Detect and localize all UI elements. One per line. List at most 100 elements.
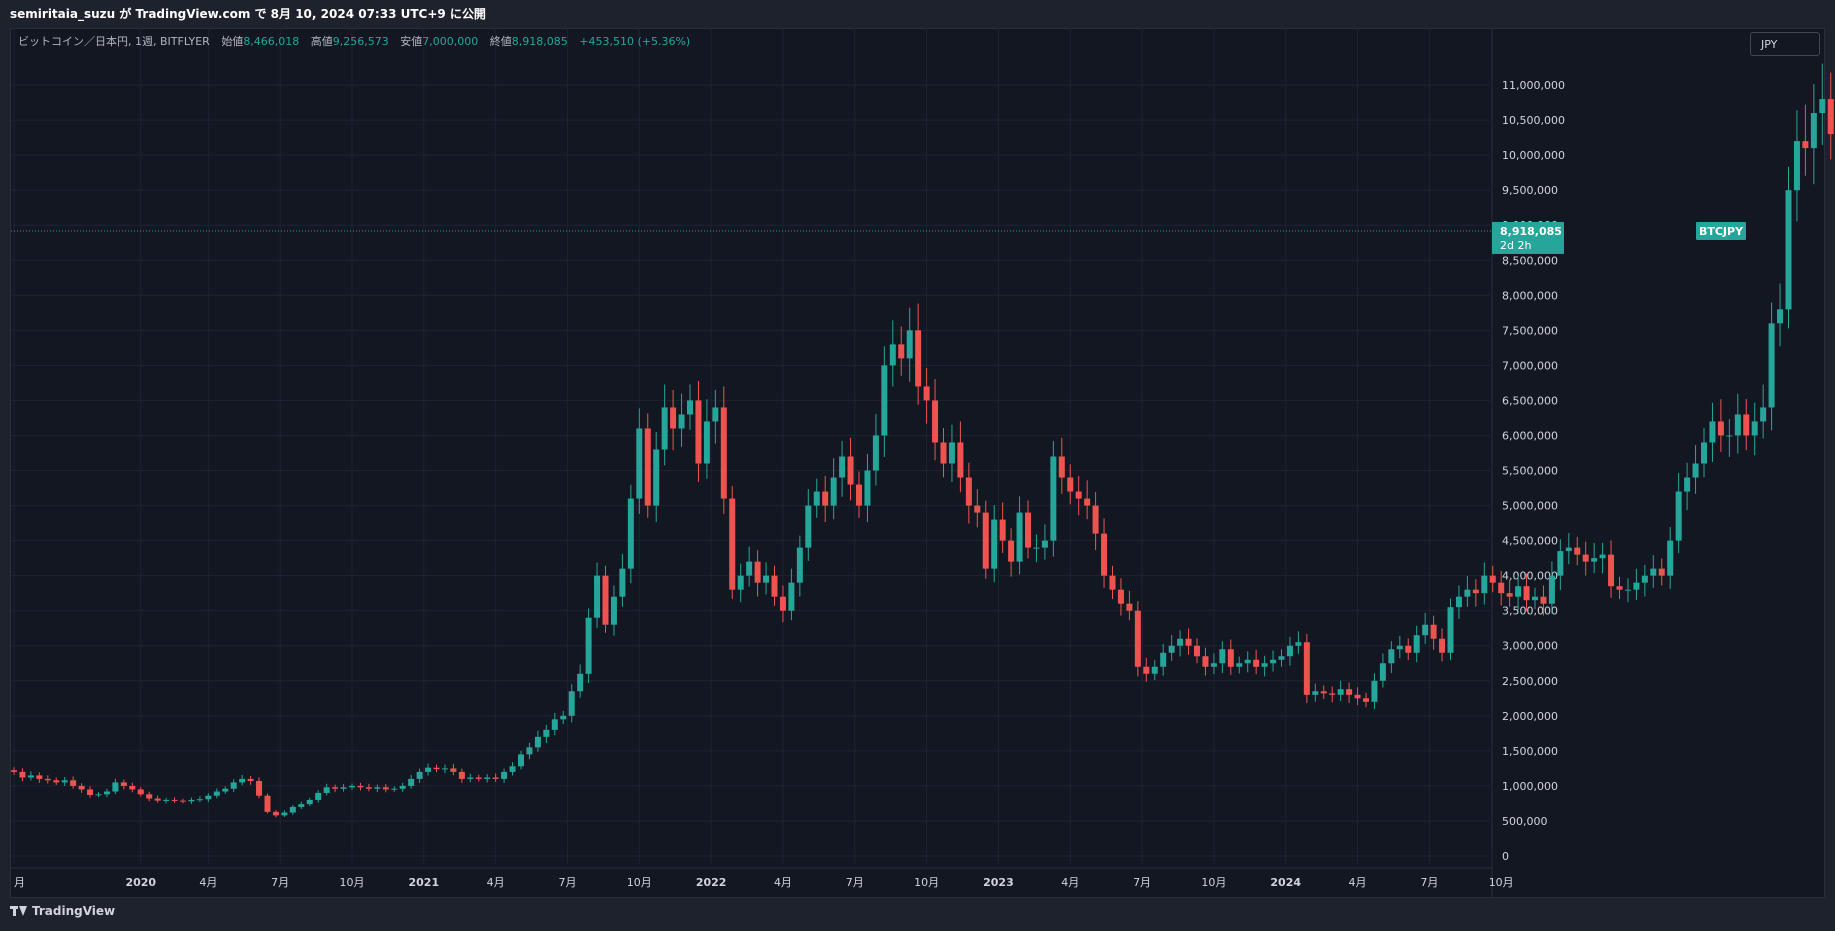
candle-body (1616, 586, 1623, 590)
candle-body (272, 811, 279, 816)
candle-body (1210, 663, 1217, 667)
chart-legend: ビットコイン／日本円, 1週, BITFLYER 始値8,466,018 高値9… (18, 33, 690, 49)
candle-body (729, 498, 736, 590)
candle-body (881, 365, 888, 436)
currency-button[interactable]: JPY (1750, 32, 1820, 56)
time-tick-label: 7月 (1133, 876, 1151, 889)
price-tick-label: 11,000,000 (1502, 79, 1565, 92)
candle-body (602, 575, 609, 625)
candle-body (644, 428, 651, 506)
candle-body (1312, 691, 1319, 695)
candle-body (1709, 421, 1716, 443)
candle-body (889, 344, 896, 366)
candle-body (120, 782, 127, 786)
candle-body (1346, 689, 1353, 695)
candle-body (247, 778, 254, 782)
candle-body (1303, 642, 1310, 695)
candles (11, 63, 1834, 818)
candle-body (847, 456, 854, 485)
candle-body (382, 787, 389, 790)
candle-body (1270, 659, 1277, 664)
candle-body (906, 330, 913, 359)
candle-body (805, 505, 812, 548)
candle-body (1050, 456, 1057, 541)
time-tick-label: 7月 (1420, 876, 1438, 889)
time-tick-label: 10月 (1489, 876, 1514, 889)
candle-body (1422, 624, 1429, 636)
candle-body (61, 780, 68, 783)
candle-body (948, 442, 955, 464)
candle-body (1455, 596, 1462, 608)
candle-body (188, 799, 195, 802)
candle-body (205, 795, 212, 800)
candle-body (349, 785, 355, 788)
candle-body (1498, 582, 1505, 594)
candle-body (560, 715, 567, 720)
time-tick-label: 7月 (558, 876, 576, 889)
candle-body (11, 770, 17, 772)
candle-body (1624, 589, 1631, 591)
candle-body (856, 484, 862, 506)
candle-body (1608, 554, 1615, 587)
candle-body (27, 775, 34, 778)
candle-body (1261, 663, 1268, 667)
candle-body (1329, 693, 1336, 695)
price-tick-label: 2,000,000 (1502, 710, 1558, 723)
candle-body (1557, 551, 1564, 576)
price-tick-label: 0 (1502, 850, 1509, 863)
candle-body (399, 785, 406, 789)
legend-close-label: 終値 (489, 35, 512, 48)
legend-low-value: 7,000,000 (422, 35, 479, 48)
candle-body (1194, 645, 1200, 657)
candle-body (1472, 589, 1479, 594)
candle-body (1430, 624, 1437, 639)
candle-body (1734, 414, 1741, 436)
candle-body (298, 804, 305, 807)
candle-body (53, 780, 60, 783)
candle-body (1286, 645, 1293, 657)
candle-body (788, 582, 795, 611)
candle-body (501, 771, 508, 779)
time-tick-label: 10月 (340, 876, 365, 889)
candle-body (1768, 323, 1775, 408)
candle-body (754, 561, 761, 583)
candle-body (1793, 141, 1800, 191)
candle-body (695, 400, 702, 464)
candle-body (1160, 652, 1167, 667)
tradingview-logo[interactable]: TradingView (10, 904, 115, 918)
candle-body (1168, 645, 1175, 653)
candle-body (450, 768, 457, 772)
candle-body (923, 386, 930, 401)
candle-body (1117, 589, 1124, 604)
tradingview-logo-icon (10, 905, 28, 917)
candle-body (1363, 698, 1369, 702)
candle-body (737, 575, 744, 590)
price-tick-label: 10,500,000 (1502, 114, 1565, 127)
candle-body (163, 799, 170, 801)
candle-body (1185, 638, 1192, 646)
candle-body (830, 477, 837, 506)
candle-body (1489, 575, 1496, 583)
candle-body (1684, 477, 1691, 492)
candle-body (1481, 575, 1488, 594)
candle-body (1515, 586, 1522, 597)
candle-body (137, 789, 144, 795)
candle-body (898, 344, 905, 359)
candle-body (1810, 113, 1817, 149)
chart-frame[interactable] (10, 28, 1825, 898)
candle-body (289, 806, 296, 813)
candle-body (796, 547, 803, 583)
candle-body (87, 789, 94, 796)
candle-body (1802, 141, 1809, 149)
candle-body (1177, 638, 1184, 646)
symbol-tag-text: BTCJPY (1699, 225, 1744, 238)
price-tick-label: 6,500,000 (1502, 394, 1558, 407)
time-tick-label: 10月 (1201, 876, 1226, 889)
candle-body (1506, 593, 1513, 597)
candle-body (1025, 512, 1031, 548)
time-tick-label: 2024 (1270, 876, 1301, 889)
candle-body (1633, 582, 1640, 590)
candle-body (475, 777, 482, 779)
candle-body (230, 782, 237, 789)
